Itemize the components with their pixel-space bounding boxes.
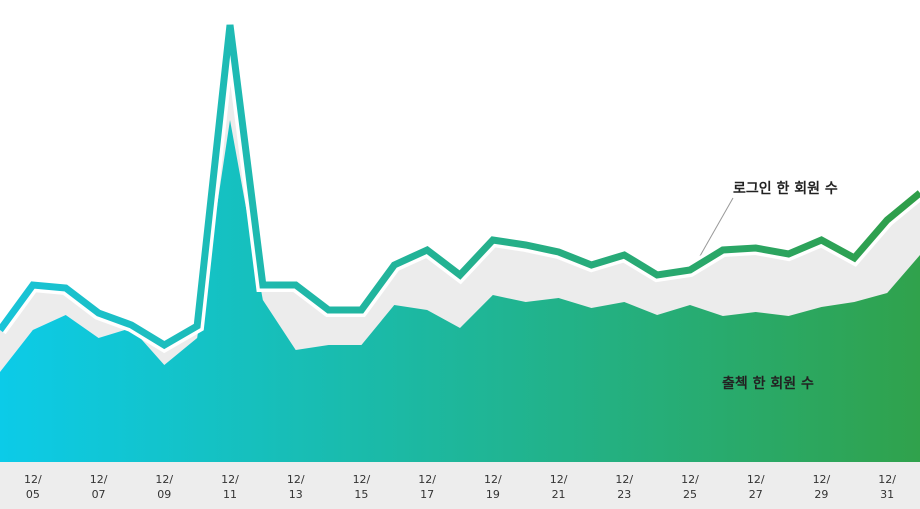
x-tick-label: 12/ 29 [812,473,831,501]
x-tick-label: 12/ 17 [418,473,436,501]
x-tick-label: 12/ 13 [286,473,305,501]
x-tick-label: 12/ 27 [746,473,765,501]
x-tick-label: 12/ 11 [221,473,239,501]
x-tick-label: 12/ 19 [483,473,502,501]
x-tick-label: 12/ 09 [155,473,174,501]
x-tick-label: 12/ 21 [549,473,568,501]
series-label: 로그인 한 회원 수 [733,181,838,197]
x-tick-label: 12/ 25 [681,473,699,501]
area [0,120,920,462]
x-tick-label: 12/ 31 [878,473,896,501]
x-tick-label: 12/ 23 [615,473,634,501]
x-tick-label: 12/ 07 [89,473,108,501]
x-tick-label: 12/ 05 [23,473,42,501]
x-tick-label: 12/ 15 [352,473,371,501]
leader-line [699,197,734,257]
line [0,24,920,350]
series-label: 출첵 한 회원 수 [722,376,814,392]
x-axis-band [0,462,920,509]
